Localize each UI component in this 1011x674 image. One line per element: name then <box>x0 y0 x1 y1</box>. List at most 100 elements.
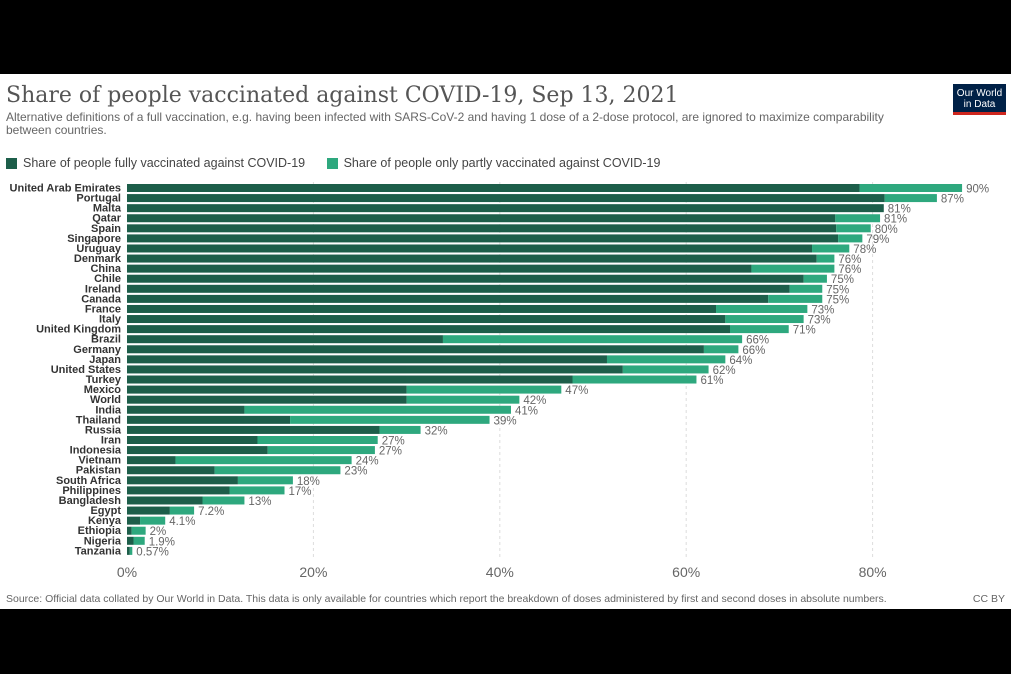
value-label: 90% <box>966 184 989 196</box>
country-label: Kenya <box>88 515 122 527</box>
bar-partly <box>442 335 743 344</box>
bar-partly <box>129 546 133 555</box>
bar-partly <box>835 214 881 223</box>
bar-partly <box>725 315 804 324</box>
chart-subtitle: Alternative definitions of a full vaccin… <box>6 110 884 137</box>
bar-partly <box>836 224 871 233</box>
country-label: Denmark <box>74 253 122 265</box>
legend-label-fully: Share of people fully vaccinated against… <box>23 156 306 170</box>
legend-item-fully[interactable]: Share of people fully vaccinated against… <box>6 156 305 170</box>
bar-fully <box>127 335 443 344</box>
bar-fully <box>127 436 258 444</box>
bar-fully <box>127 405 245 414</box>
bar-fully <box>127 284 790 293</box>
bar-fully <box>127 536 134 545</box>
value-label: 42% <box>523 395 546 407</box>
country-label: Pakistan <box>76 465 122 477</box>
logo-line-2: in Data <box>963 99 996 110</box>
bar-fully <box>127 325 731 334</box>
bar-partly <box>131 526 146 535</box>
bar-fully <box>127 395 407 404</box>
bar-partly <box>133 536 145 545</box>
bar-fully <box>127 546 130 555</box>
value-label: 23% <box>344 466 367 478</box>
country-label: Portugal <box>76 193 121 205</box>
bar-partly <box>229 486 285 495</box>
country-label: Brazil <box>91 334 121 346</box>
x-tick-label: 60% <box>672 564 700 580</box>
license-link[interactable]: CC BY <box>972 593 1005 605</box>
legend: Share of people fully vaccinated against… <box>6 156 678 172</box>
country-label: Thailand <box>76 414 121 426</box>
value-label: 13% <box>248 496 271 508</box>
value-label: 66% <box>742 345 765 357</box>
owid-logo[interactable]: Our World in Data <box>953 84 1006 115</box>
value-label: 47% <box>565 385 588 397</box>
country-label: Singapore <box>67 233 121 245</box>
bar-partly <box>622 365 709 374</box>
bar-fully <box>127 224 837 233</box>
country-label: South Africa <box>56 475 122 487</box>
legend-item-partly[interactable]: Share of people only partly vaccinated a… <box>326 156 661 170</box>
bar-fully <box>127 526 132 535</box>
country-label: Egypt <box>90 505 121 517</box>
country-label: Germany <box>73 344 122 356</box>
bar-partly <box>606 355 726 364</box>
bar-fully <box>127 466 215 475</box>
value-label: 62% <box>713 365 736 377</box>
bar-partly <box>789 284 823 293</box>
country-label: Canada <box>81 293 122 305</box>
bar-fully <box>127 274 804 283</box>
legend-label-partly: Share of people only partly vaccinated a… <box>343 156 661 170</box>
bar-fully <box>127 244 813 253</box>
country-label: India <box>95 404 122 416</box>
country-label: Russia <box>85 424 122 436</box>
country-label: Iran <box>101 435 121 447</box>
value-label: 81% <box>884 214 907 226</box>
bar-fully <box>127 385 407 394</box>
bar-partly <box>169 506 195 515</box>
legend-swatch-fully <box>6 157 17 169</box>
bar-fully <box>127 214 836 223</box>
bar-partly <box>379 425 421 434</box>
value-label: 2% <box>150 526 167 538</box>
bar-partly <box>816 254 835 263</box>
bar-partly <box>884 194 937 203</box>
value-label: 80% <box>875 224 898 236</box>
value-label: 18% <box>297 476 320 488</box>
bar-partly <box>175 456 352 465</box>
value-label: 75% <box>831 274 854 286</box>
country-label: Tanzania <box>75 545 122 557</box>
bar-fully <box>127 355 607 364</box>
country-label: Spain <box>91 223 121 235</box>
country-label: Malta <box>93 203 122 215</box>
value-label: 75% <box>826 294 849 306</box>
bar-fully <box>127 375 573 384</box>
bar-partly <box>244 405 511 414</box>
value-label: 24% <box>356 456 379 468</box>
bar-fully <box>127 264 752 273</box>
country-label: Vietnam <box>78 455 121 467</box>
value-label: 39% <box>494 415 517 427</box>
bar-partly <box>140 516 166 525</box>
value-label: 76% <box>838 264 861 276</box>
bar-partly <box>202 496 245 505</box>
bar-partly <box>290 415 490 424</box>
bar-partly <box>257 436 378 444</box>
country-label: Indonesia <box>70 445 122 457</box>
value-label: 27% <box>379 446 402 458</box>
bar-partly <box>406 385 562 394</box>
value-label: 73% <box>808 315 831 327</box>
logo-line-1: Our World <box>956 88 1003 99</box>
bar-partly <box>237 476 293 485</box>
country-label: United Kingdom <box>36 324 121 336</box>
country-label: Ethiopia <box>78 525 122 537</box>
value-label: 1.9% <box>149 536 175 548</box>
bar-fully <box>127 415 291 424</box>
bar-fully <box>127 204 884 213</box>
value-label: 41% <box>515 405 538 417</box>
country-label: Turkey <box>86 374 122 386</box>
bar-partly <box>716 304 808 313</box>
value-label: 27% <box>382 436 405 448</box>
bar-fully <box>127 234 839 243</box>
